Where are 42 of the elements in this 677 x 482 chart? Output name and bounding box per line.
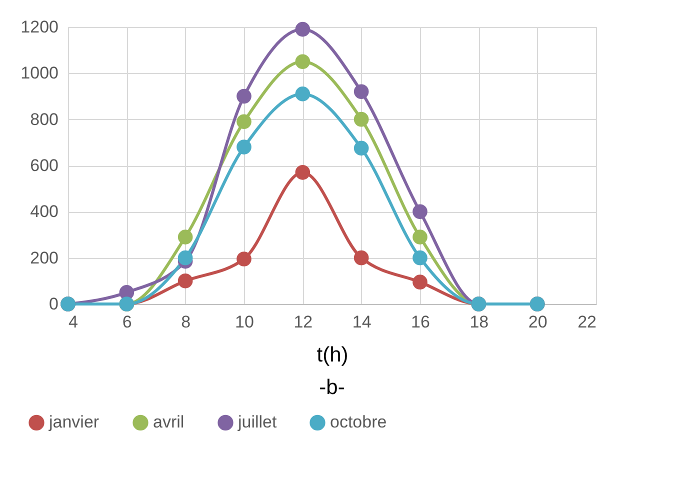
point bbox=[178, 250, 193, 266]
point bbox=[236, 114, 252, 130]
point bbox=[178, 274, 193, 288]
legend-label: octobre bbox=[330, 412, 387, 432]
x-tick-label: 4 bbox=[68, 312, 78, 332]
y-tick-label: 400 bbox=[30, 202, 58, 222]
point bbox=[178, 230, 193, 244]
y-tick-label: 0 bbox=[49, 294, 58, 314]
point bbox=[354, 112, 369, 127]
y-tick-label: 600 bbox=[30, 156, 58, 175]
point bbox=[412, 204, 428, 220]
x-tick-label: 14 bbox=[352, 312, 372, 332]
point bbox=[412, 274, 428, 290]
x-axis-title: t(h) bbox=[316, 344, 348, 366]
point bbox=[354, 140, 369, 156]
point bbox=[412, 230, 428, 244]
x-tick-label: 18 bbox=[470, 312, 489, 332]
y-tick-label: 200 bbox=[30, 248, 58, 268]
x-tick-label: 16 bbox=[411, 312, 430, 332]
point bbox=[354, 84, 369, 100]
point bbox=[295, 165, 310, 180]
y-tick-label: 1000 bbox=[20, 64, 58, 83]
point bbox=[236, 140, 252, 154]
point bbox=[236, 252, 252, 266]
legend-label: avril bbox=[153, 412, 184, 432]
point bbox=[354, 250, 369, 266]
point bbox=[295, 54, 310, 70]
point bbox=[295, 22, 310, 37]
x-tick-label: 8 bbox=[181, 312, 191, 332]
text: -b- bbox=[319, 376, 345, 399]
x-tick-label: 6 bbox=[122, 312, 132, 332]
point bbox=[295, 86, 310, 102]
x-tick-label: 20 bbox=[528, 312, 548, 332]
x-tick-label: 12 bbox=[294, 312, 313, 332]
y-tick-label: 800 bbox=[30, 110, 58, 129]
point bbox=[236, 88, 252, 104]
y-tick-label: 1200 bbox=[20, 18, 58, 36]
x-tick-label: 10 bbox=[235, 312, 254, 332]
x-tick-label: 22 bbox=[578, 312, 596, 332]
legend-label: juillet bbox=[237, 412, 278, 432]
point bbox=[412, 250, 428, 266]
legend-label: janvier bbox=[48, 412, 100, 432]
